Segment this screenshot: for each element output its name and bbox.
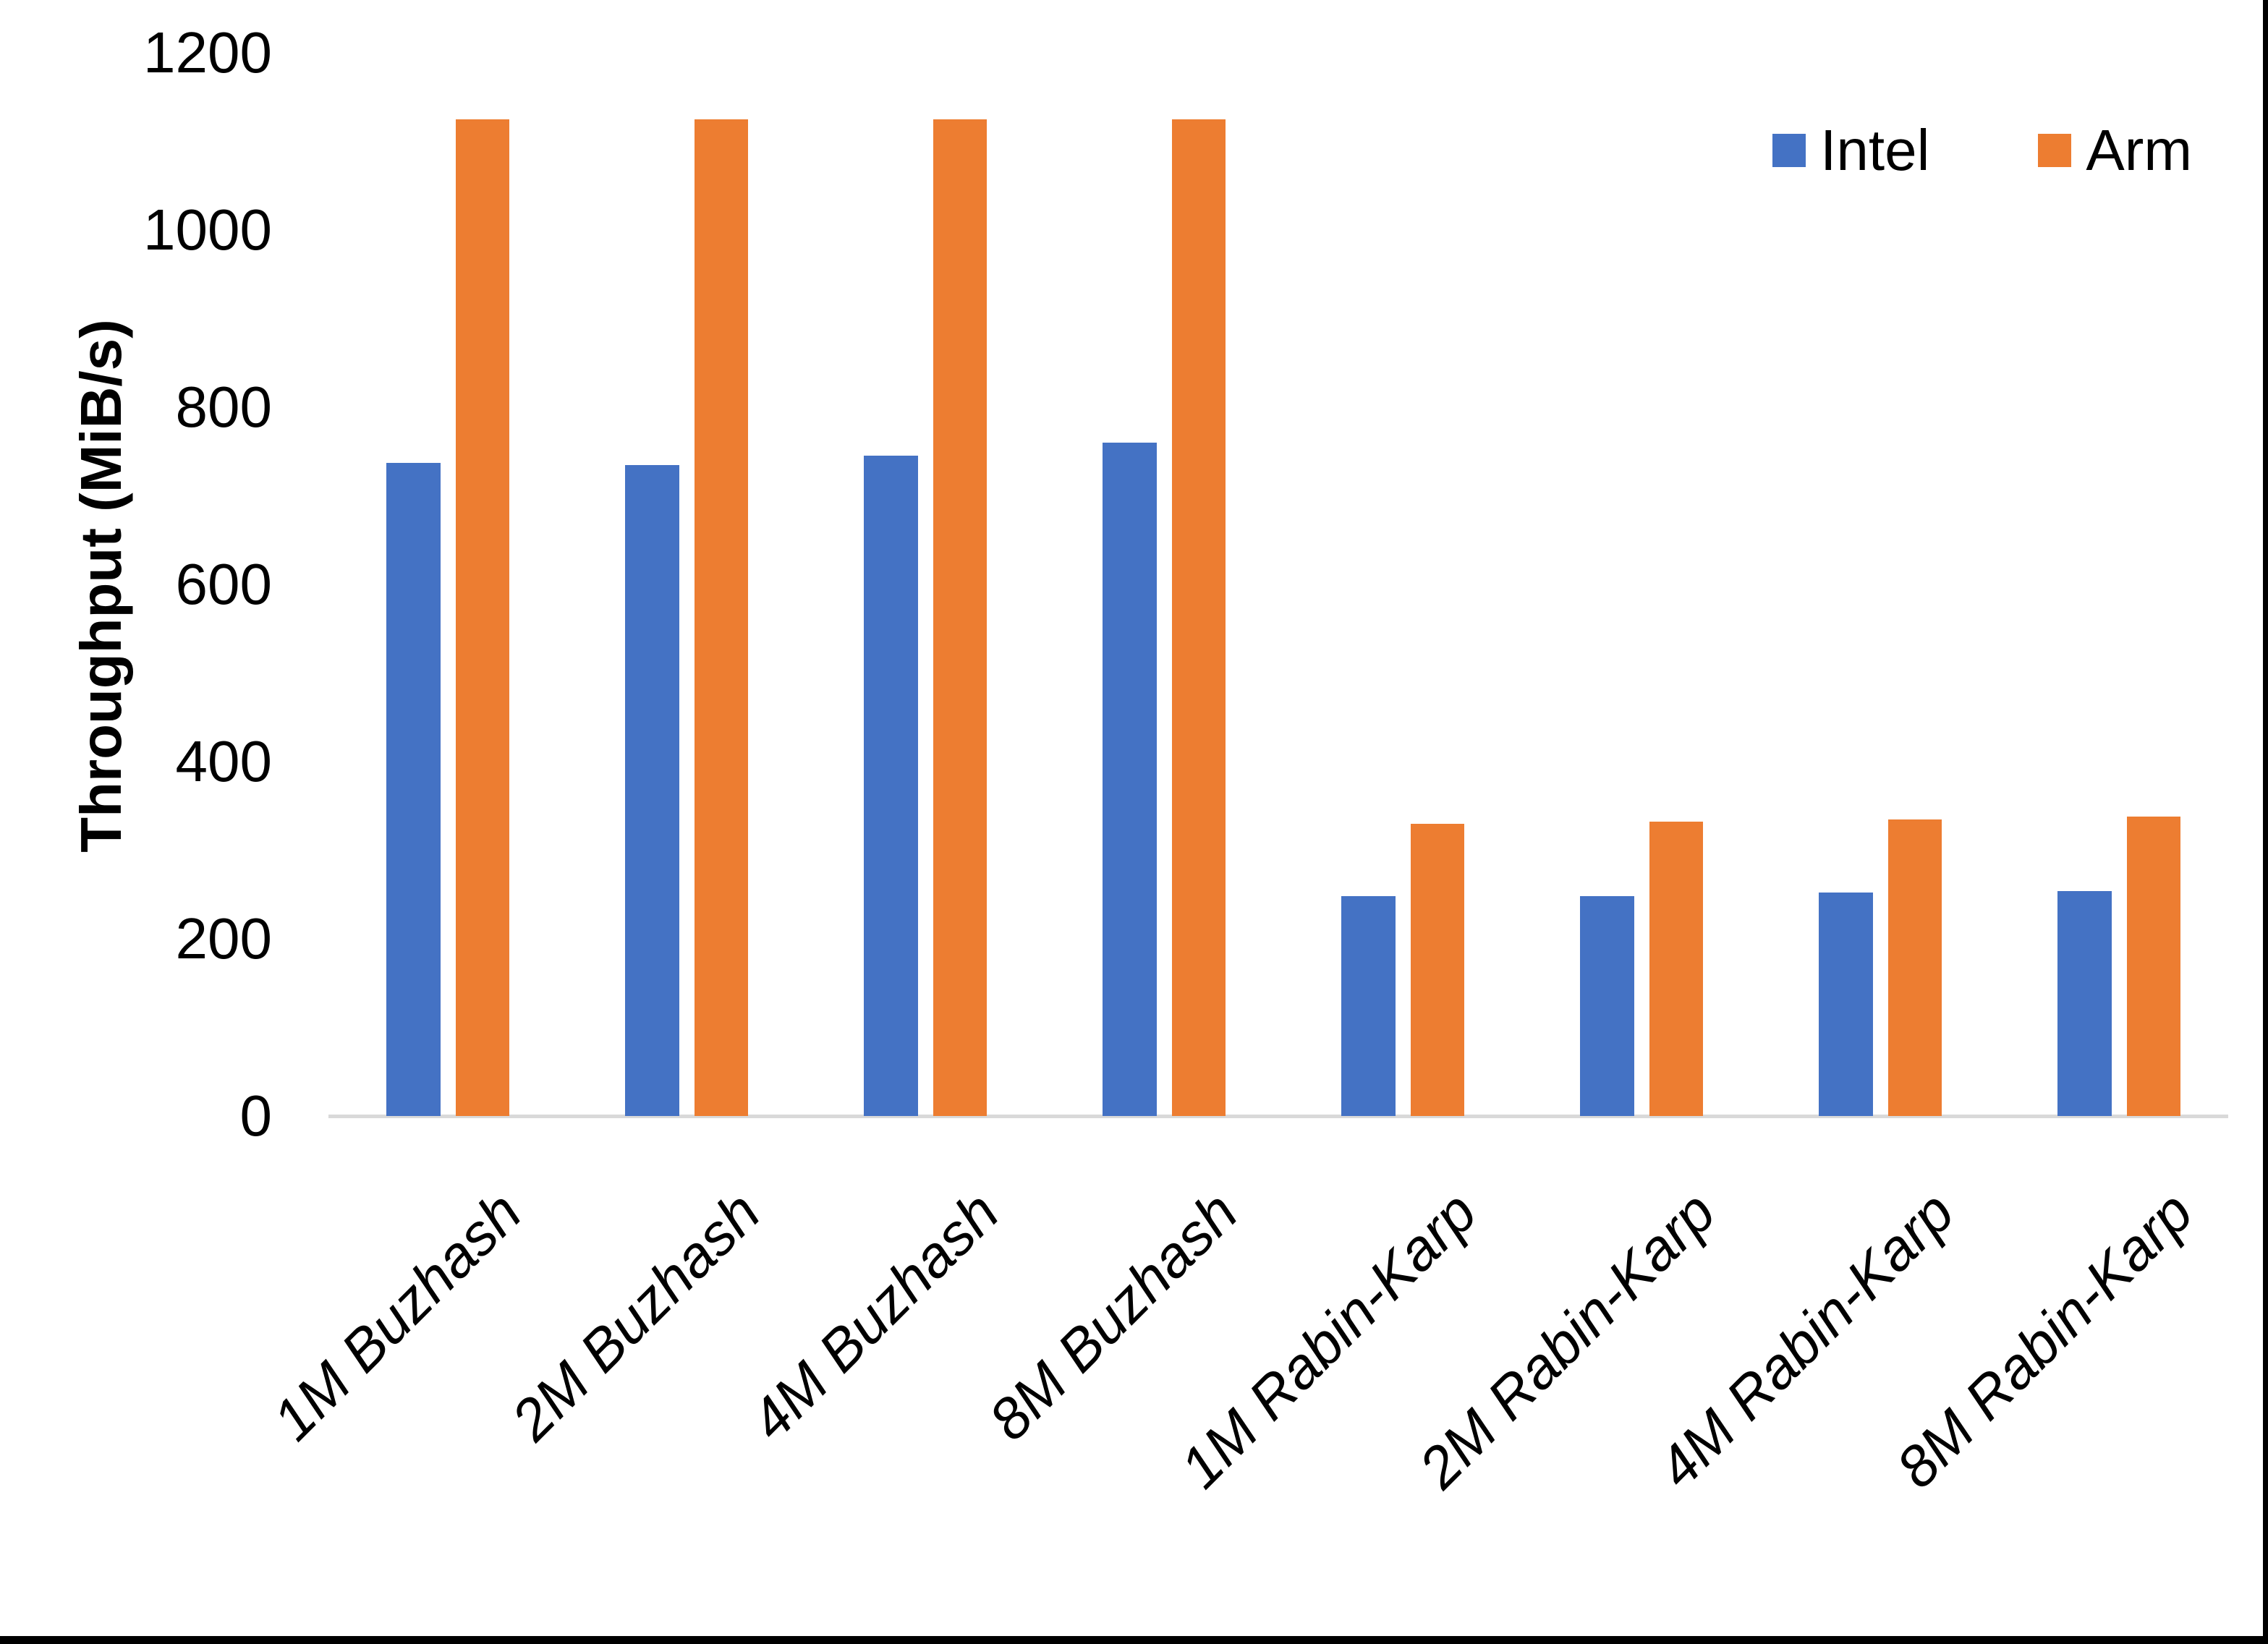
bar-arm-8m-buzhash [1172,119,1226,1116]
y-tick-label: 400 [175,729,272,793]
category-label: 4M Buzhash [738,1179,1011,1453]
page-bottom-border [0,1636,2268,1644]
bar-intel-4m-rabin-karp [1819,893,1873,1116]
bar-intel-2m-buzhash [625,465,679,1116]
bar-arm-1m-buzhash [456,119,509,1116]
x-axis-line [328,1115,2228,1118]
category-label: 1M Buzhash [260,1179,534,1453]
bar-arm-4m-rabin-karp [1888,819,1942,1116]
legend-item-intel: Intel [1772,122,1929,179]
legend-label: Arm [2086,118,2192,182]
bar-arm-1m-rabin-karp [1411,824,1464,1116]
y-tick-label: 200 [175,906,272,971]
bar-arm-4m-buzhash [933,119,987,1116]
y-tick-label: 800 [175,375,272,439]
legend-label: Intel [1820,118,1930,182]
legend: Intel Arm [1772,122,2192,179]
bar-intel-2m-rabin-karp [1580,896,1634,1116]
legend-swatch-arm [2038,134,2072,167]
bar-arm-2m-rabin-karp [1649,822,1703,1116]
legend-item-arm: Arm [2038,122,2192,179]
bar-intel-1m-rabin-karp [1341,896,1396,1116]
legend-swatch-intel [1772,134,1806,167]
bar-intel-4m-buzhash [864,456,918,1116]
bar-intel-8m-buzhash [1103,443,1157,1116]
bar-arm-8m-rabin-karp [2127,817,2180,1116]
bar-intel-1m-buzhash [386,463,441,1116]
y-tick-label: 600 [175,552,272,616]
category-label: 2M Buzhash [499,1179,773,1453]
bar-arm-2m-buzhash [695,119,748,1116]
y-tick-label: 1000 [143,197,272,262]
bar-intel-8m-rabin-karp [2057,891,2112,1116]
y-tick-label: 0 [239,1083,273,1148]
page-right-border [2263,0,2268,1644]
y-tick-label: 1200 [143,20,272,85]
